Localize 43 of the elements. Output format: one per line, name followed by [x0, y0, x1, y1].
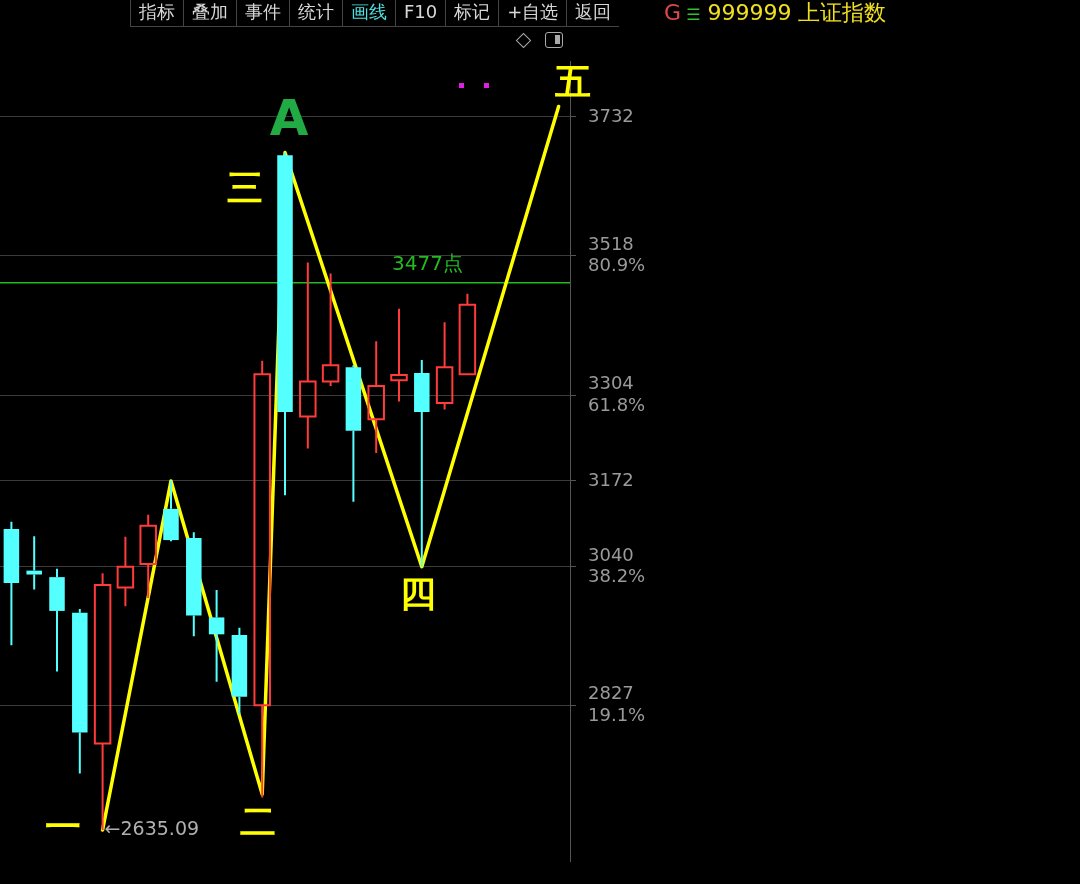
- data-label: 一: [44, 806, 81, 848]
- candlestick: [435, 321, 454, 411]
- data-label: 三: [227, 166, 263, 208]
- candlestick: [163, 479, 179, 541]
- candlestick: [49, 567, 65, 673]
- y-tick-label: 3172: [588, 468, 634, 490]
- candlestick: [26, 535, 42, 591]
- text: 统计: [289, 0, 342, 26]
- text: 事件: [236, 0, 289, 26]
- text: 叠加: [183, 0, 236, 26]
- candlestick: [231, 626, 248, 716]
- candlestick: [345, 364, 362, 503]
- candlestick: [139, 513, 157, 599]
- text: 返回: [566, 0, 620, 26]
- candlestick: [253, 359, 271, 799]
- y-tick-label: 3518 80.9%: [588, 232, 646, 276]
- candlestick: [321, 272, 340, 387]
- candlestick: [208, 589, 225, 683]
- text: 指标: [130, 0, 183, 26]
- y-tick-label: 3040 38.2%: [588, 543, 646, 587]
- candlestick: [414, 358, 430, 568]
- data-label: 四: [399, 573, 436, 615]
- candlestick: [367, 340, 385, 454]
- text: F10: [395, 0, 446, 26]
- annotation: ←2635.09: [104, 816, 200, 839]
- candlestick: [116, 535, 135, 608]
- text: 画线: [342, 0, 395, 26]
- candlestick: [3, 520, 20, 647]
- annotation: A: [269, 88, 309, 147]
- y-tick-label: 2827 19.1%: [588, 682, 646, 725]
- candlestick: [72, 607, 88, 775]
- candlestick: [390, 307, 408, 403]
- data-label: 五: [554, 60, 591, 102]
- text: 标记: [445, 0, 499, 26]
- data-label: 二: [240, 800, 277, 842]
- candlestick: [299, 261, 317, 450]
- y-tick-label: 3304 61.8%: [588, 371, 646, 415]
- text: +自选: [498, 0, 567, 26]
- y-tick-label: 3732: [588, 104, 634, 126]
- text: G ☰ 999999 上证指数: [664, 0, 887, 25]
- ref-line-label: 3477点: [392, 250, 463, 275]
- candlestick: [186, 531, 202, 638]
- candlestick: [277, 151, 293, 497]
